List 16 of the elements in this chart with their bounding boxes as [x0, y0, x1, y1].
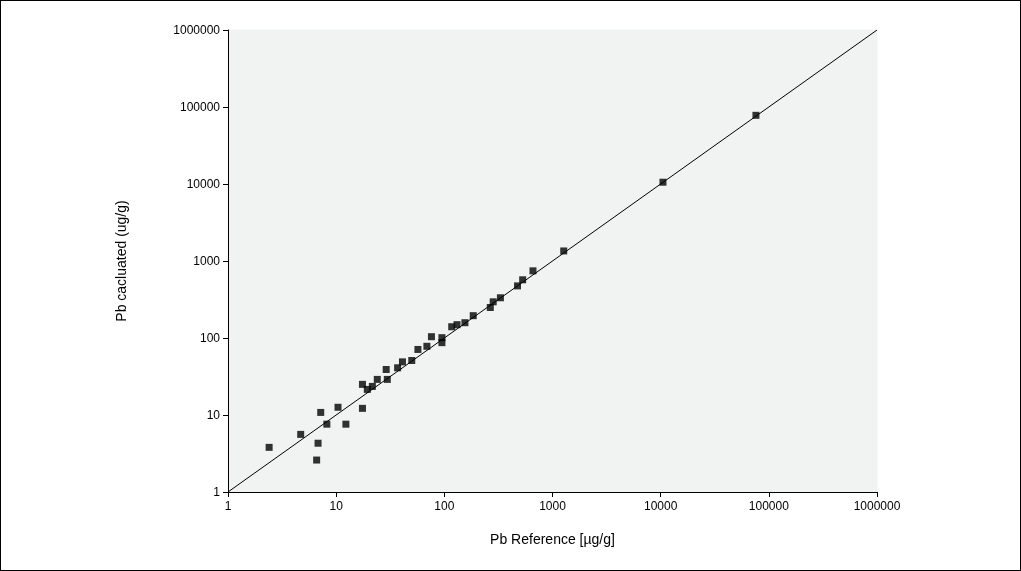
y-axis-title: Pb cacluated (ug/g): [113, 200, 129, 322]
x-tick-label: 1000000: [853, 499, 901, 513]
x-tick-label: 1: [224, 499, 232, 513]
y-tick-label: 1000: [193, 254, 221, 268]
y-tick-label: 10: [206, 408, 221, 422]
x-tick-label: 1000: [539, 499, 567, 513]
x-tick-label: 100000: [748, 499, 790, 513]
y-tick-label: 100000: [179, 100, 221, 114]
y-tick-label: 1: [213, 485, 221, 499]
y-tick-label: 1000000: [173, 23, 221, 37]
x-tick-label: 100: [434, 499, 455, 513]
x-axis-title: Pb Reference [µg/g]: [490, 531, 615, 547]
y-tick-label: 10000: [186, 177, 221, 191]
x-tick-label: 10000: [643, 499, 678, 513]
x-tick-label: 10: [329, 499, 344, 513]
y-tick-label: 100: [199, 331, 221, 345]
